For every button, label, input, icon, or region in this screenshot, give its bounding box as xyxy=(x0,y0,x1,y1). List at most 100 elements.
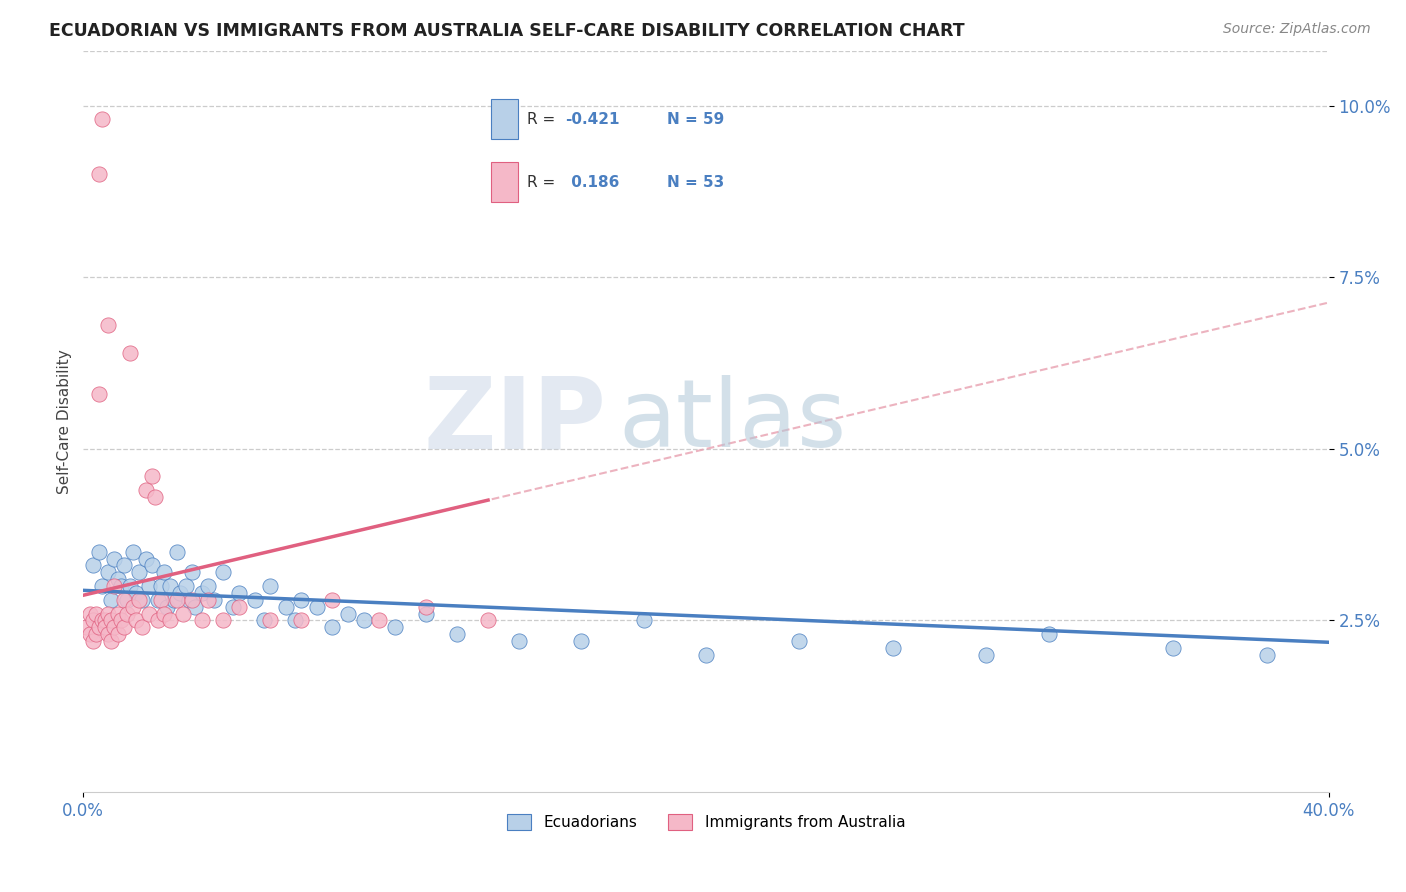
Point xyxy=(84,627,107,641)
Point xyxy=(135,551,157,566)
Point xyxy=(415,599,437,614)
Point xyxy=(146,592,169,607)
Point xyxy=(633,613,655,627)
Point xyxy=(882,640,904,655)
Point xyxy=(353,613,375,627)
Point xyxy=(384,620,406,634)
Legend: Ecuadorians, Immigrants from Australia: Ecuadorians, Immigrants from Australia xyxy=(501,808,911,836)
Point xyxy=(84,607,107,621)
Point xyxy=(103,620,125,634)
Point xyxy=(112,620,135,634)
Point xyxy=(75,620,97,634)
Point xyxy=(110,579,132,593)
Point xyxy=(190,586,212,600)
Point xyxy=(128,566,150,580)
Point xyxy=(172,607,194,621)
Point xyxy=(118,579,141,593)
Point xyxy=(131,592,153,607)
Point xyxy=(336,607,359,621)
Point xyxy=(290,592,312,607)
Point xyxy=(122,599,145,614)
Point xyxy=(87,620,110,634)
Point xyxy=(166,545,188,559)
Point xyxy=(112,558,135,573)
Point xyxy=(100,613,122,627)
Point xyxy=(150,592,173,607)
Point xyxy=(125,586,148,600)
Point xyxy=(1256,648,1278,662)
Point xyxy=(508,634,530,648)
Text: ZIP: ZIP xyxy=(423,373,606,470)
Point xyxy=(179,592,201,607)
Point xyxy=(91,613,114,627)
Point xyxy=(789,634,811,648)
Point xyxy=(79,607,101,621)
Point xyxy=(82,613,104,627)
Point xyxy=(446,627,468,641)
Point xyxy=(100,592,122,607)
Point xyxy=(259,613,281,627)
Point xyxy=(94,613,117,627)
Text: ECUADORIAN VS IMMIGRANTS FROM AUSTRALIA SELF-CARE DISABILITY CORRELATION CHART: ECUADORIAN VS IMMIGRANTS FROM AUSTRALIA … xyxy=(49,22,965,40)
Point xyxy=(321,620,343,634)
Point xyxy=(141,469,163,483)
Point xyxy=(91,112,114,127)
Point xyxy=(166,592,188,607)
Point xyxy=(284,613,307,627)
Point xyxy=(190,613,212,627)
Point xyxy=(131,620,153,634)
Point xyxy=(212,613,235,627)
Point xyxy=(135,483,157,497)
Point xyxy=(128,592,150,607)
Point xyxy=(259,579,281,593)
Point xyxy=(125,613,148,627)
Point xyxy=(253,613,276,627)
Point xyxy=(1038,627,1060,641)
Point xyxy=(290,613,312,627)
Point xyxy=(143,490,166,504)
Point xyxy=(222,599,245,614)
Point xyxy=(110,613,132,627)
Point xyxy=(107,627,129,641)
Point xyxy=(153,566,176,580)
Point xyxy=(150,579,173,593)
Text: atlas: atlas xyxy=(619,376,846,467)
Point xyxy=(974,648,997,662)
Point xyxy=(87,545,110,559)
Point xyxy=(156,599,179,614)
Point xyxy=(94,620,117,634)
Point xyxy=(181,566,204,580)
Point xyxy=(118,345,141,359)
Point xyxy=(159,613,181,627)
Point xyxy=(122,545,145,559)
Y-axis label: Self-Care Disability: Self-Care Disability xyxy=(58,349,72,493)
Point xyxy=(103,551,125,566)
Point xyxy=(97,607,120,621)
Point xyxy=(97,566,120,580)
Point xyxy=(107,607,129,621)
Point xyxy=(146,613,169,627)
Point xyxy=(184,599,207,614)
Point xyxy=(243,592,266,607)
Point xyxy=(368,613,391,627)
Point xyxy=(162,592,184,607)
Point xyxy=(212,566,235,580)
Text: Source: ZipAtlas.com: Source: ZipAtlas.com xyxy=(1223,22,1371,37)
Point xyxy=(91,579,114,593)
Point xyxy=(159,579,181,593)
Point xyxy=(321,592,343,607)
Point xyxy=(228,586,250,600)
Point xyxy=(1161,640,1184,655)
Point xyxy=(103,579,125,593)
Point xyxy=(274,599,297,614)
Point xyxy=(197,579,219,593)
Point xyxy=(174,579,197,593)
Point xyxy=(415,607,437,621)
Point xyxy=(82,634,104,648)
Point xyxy=(181,592,204,607)
Point xyxy=(82,558,104,573)
Point xyxy=(97,627,120,641)
Point xyxy=(138,579,160,593)
Point xyxy=(79,627,101,641)
Point xyxy=(202,592,225,607)
